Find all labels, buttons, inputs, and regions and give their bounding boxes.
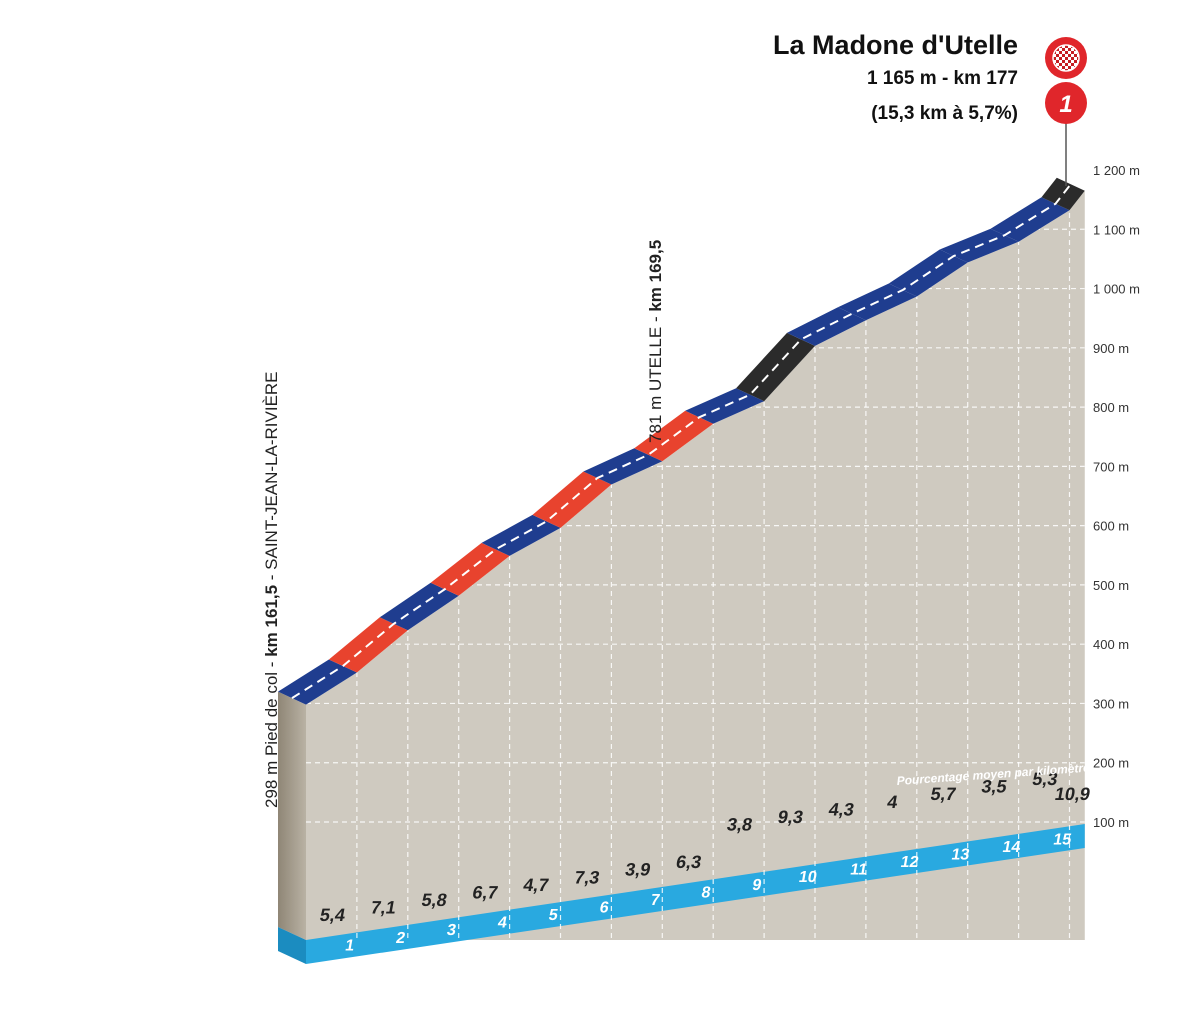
category-label: 1 (1059, 91, 1072, 118)
km-tick-14: 14 (1001, 838, 1022, 856)
km-tick-5: 5 (547, 906, 559, 924)
grade-label-2: 7,1 (369, 898, 398, 918)
km-tick-4: 4 (496, 914, 508, 932)
y-tick-label: 100 m (1093, 815, 1129, 830)
summit-name: La Madone d'Utelle (773, 30, 1018, 60)
km-tick-10: 10 (797, 868, 818, 886)
y-tick-label: 200 m (1093, 756, 1129, 771)
y-tick-label: 500 m (1093, 578, 1129, 593)
y-tick-label: 900 m (1093, 341, 1129, 356)
summit-badge-category (1045, 82, 1087, 124)
road-segment-6 (532, 471, 612, 528)
waypoint-utelle-alt: 781 m UTELLE - (646, 311, 665, 443)
summit-length-grade: (15,3 km à 5,7%) (871, 103, 1018, 124)
baseline-side (278, 927, 306, 964)
waypoint-start-name: - SAINT-JEAN-LA-RIVIÈRE (262, 371, 281, 585)
y-tick-label: 800 m (1093, 400, 1129, 415)
road-segment-16 (1041, 177, 1085, 211)
km-tick-3: 3 (446, 921, 458, 939)
y-tick-label: 1 100 m (1093, 222, 1140, 237)
y-tick-label: 700 m (1093, 459, 1129, 474)
grade-label-14: 3,5 (980, 777, 1009, 797)
baseline-band (306, 824, 1085, 964)
grade-label-15: 5,3 (1031, 769, 1060, 789)
grade-label-7: 3,9 (624, 860, 653, 880)
km-tick-2: 2 (395, 929, 407, 947)
grade-label-13: 5,7 (929, 784, 958, 804)
waypoint-start-label: 298 m Pied de col - km 161,5 - SAINT-JEA… (262, 371, 282, 808)
km-tick-11: 11 (849, 861, 869, 879)
y-tick-label: 300 m (1093, 696, 1129, 711)
grade-label-12: 4 (886, 792, 900, 812)
km-tick-6: 6 (598, 899, 610, 917)
grade-label-10: 9,3 (776, 807, 805, 827)
checkered-flag-icon (1052, 44, 1080, 72)
grade-label-11: 4,3 (827, 800, 856, 820)
grade-label-5: 4,7 (522, 875, 551, 895)
grade-label-9: 3,8 (725, 815, 754, 835)
grade-label-16: 10,9 (1053, 784, 1092, 804)
km-tick-7: 7 (649, 891, 661, 909)
grade-label-6: 7,3 (573, 867, 602, 887)
waypoint-start-alt: 298 m Pied de col - (262, 656, 281, 808)
waypoint-utelle-km: km 169,5 (646, 239, 665, 312)
waypoint-start-km: km 161,5 (262, 584, 281, 657)
grade-label-1: 5,4 (318, 905, 347, 925)
km-tick-13: 13 (950, 846, 971, 864)
terrain-face (306, 190, 1085, 940)
waypoint-utelle-label: 781 m UTELLE - km 169,5 (646, 240, 666, 443)
grade-label-3: 5,8 (420, 890, 449, 910)
road-centerline (291, 183, 1072, 699)
y-tick-label: 1 000 m (1093, 282, 1140, 297)
km-tick-12: 12 (899, 853, 920, 871)
summit-altitude-km: 1 165 m - km 177 (866, 68, 1018, 89)
km-tick-9: 9 (751, 876, 763, 894)
grade-label-8: 6,3 (675, 852, 704, 872)
km-tick-8: 8 (700, 883, 712, 901)
km-tick-15: 15 (1052, 830, 1073, 848)
km-tick-1: 1 (344, 937, 356, 955)
y-tick-label: 400 m (1093, 637, 1129, 652)
terrain-side (278, 691, 306, 940)
road-segment-4 (430, 542, 510, 596)
grade-label-4: 6,7 (471, 883, 500, 903)
y-tick-label: 1 200 m (1093, 163, 1140, 178)
y-tick-label: 600 m (1093, 519, 1129, 534)
